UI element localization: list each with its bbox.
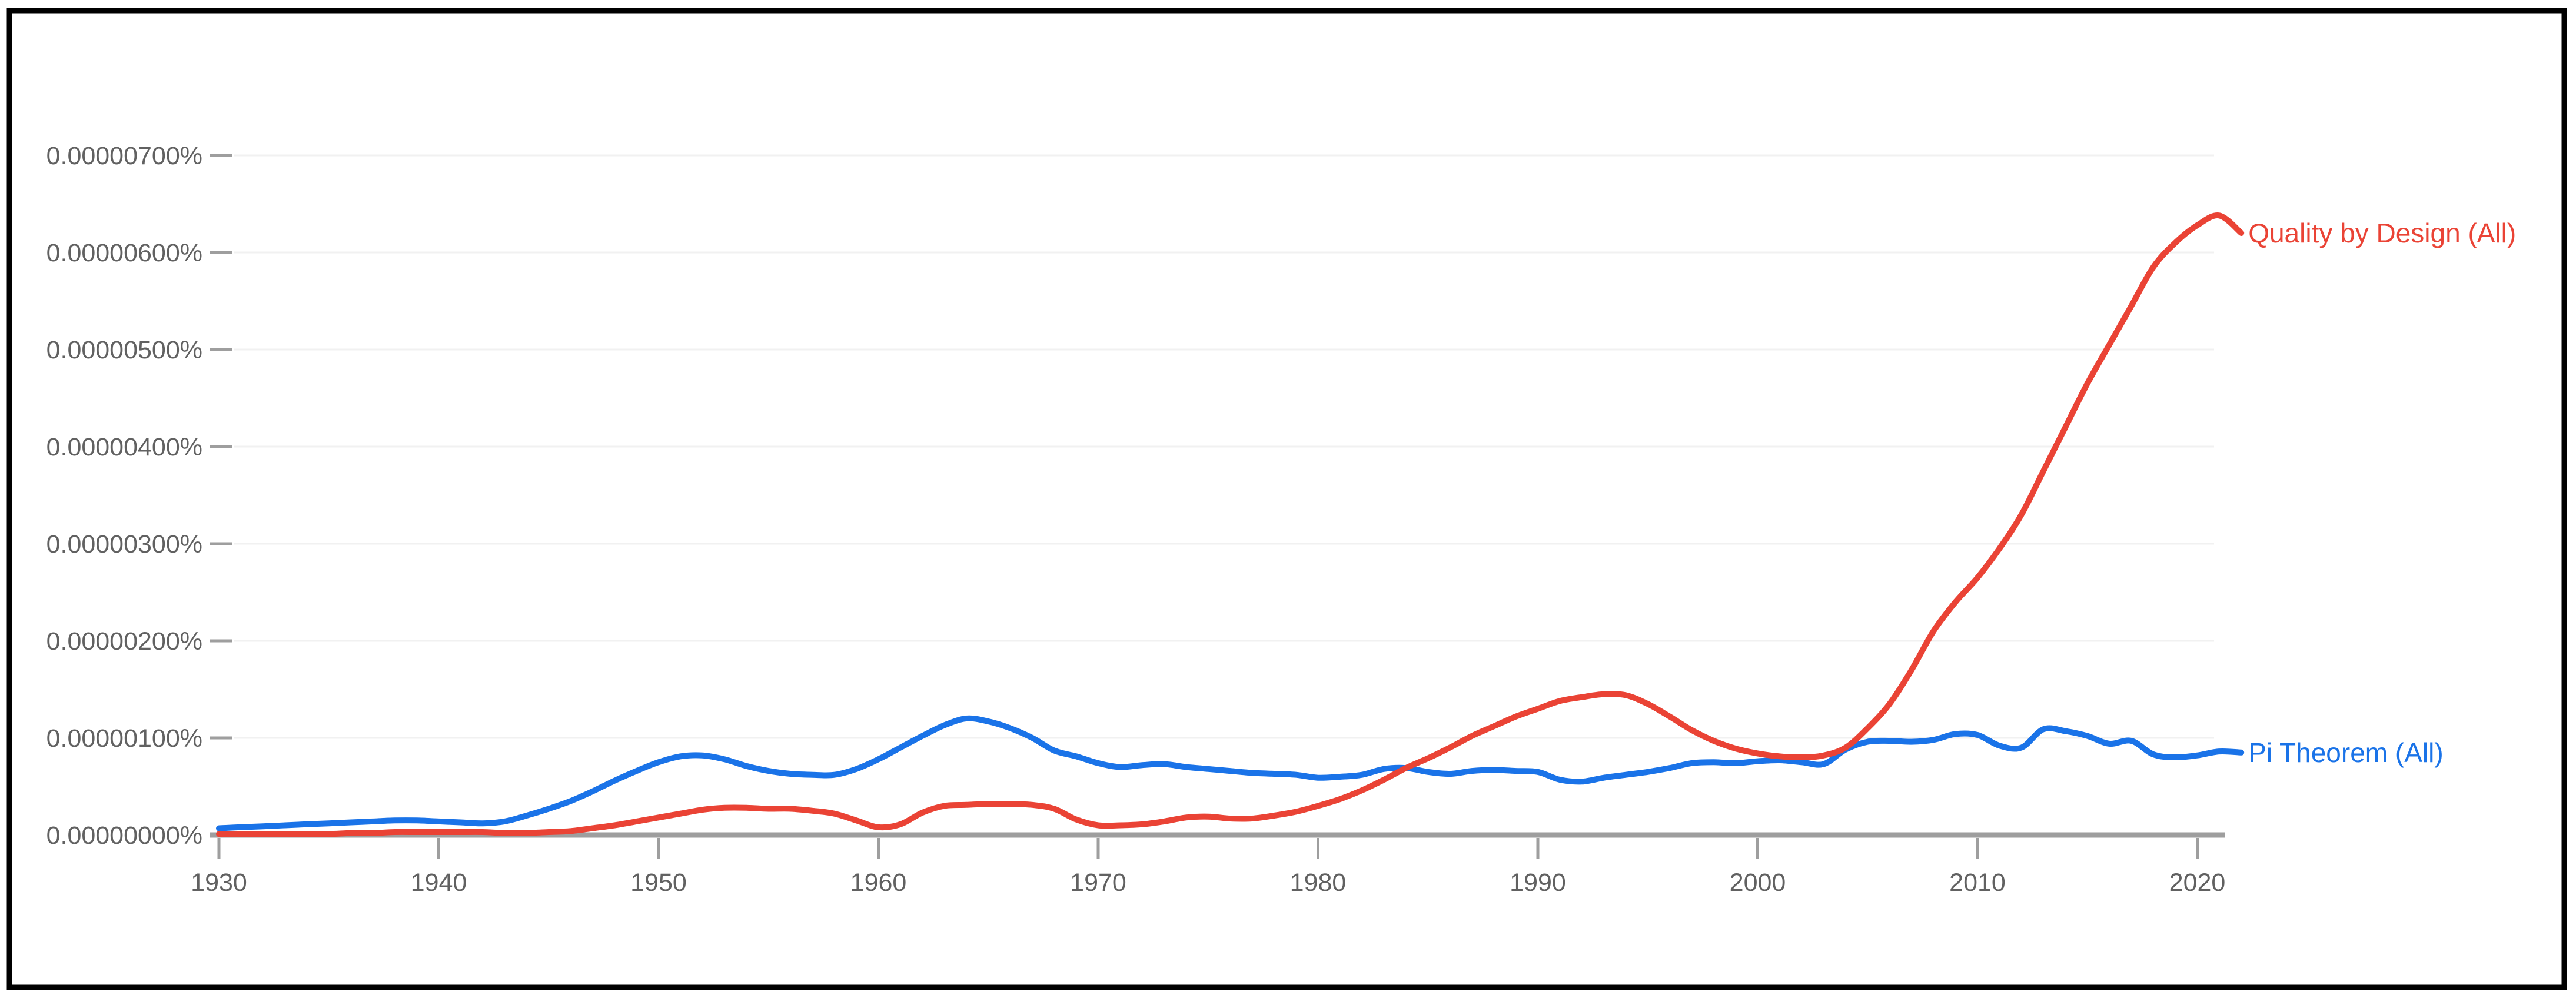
- y-axis-label: 0.00000000%: [46, 821, 202, 850]
- x-axis-label: 2000: [1730, 869, 1786, 897]
- x-axis-label: 1980: [1290, 869, 1347, 897]
- series-line-quality-by-design-all[interactable]: [216, 212, 2245, 837]
- y-axis-label: 0.00000200%: [46, 627, 202, 656]
- y-axis-label: 0.00000600%: [46, 239, 202, 267]
- x-axis-label: 1970: [1070, 869, 1126, 897]
- series-label-quality-by-design-all[interactable]: Quality by Design (All): [2248, 218, 2516, 248]
- chart-frame-border: [6, 8, 2567, 990]
- y-axis-label: 0.00000400%: [46, 433, 202, 461]
- x-axis-label: 1990: [1510, 869, 1566, 897]
- series-label-pi-theorem-all[interactable]: Pi Theorem (All): [2248, 737, 2443, 768]
- x-axis-label: 1960: [850, 869, 907, 897]
- y-axis-label: 0.00000100%: [46, 724, 202, 753]
- x-axis-label: 1930: [191, 869, 247, 897]
- y-axis-label: 0.00000500%: [46, 336, 202, 364]
- x-axis-label: 1950: [630, 869, 687, 897]
- x-axis-label: 2010: [1949, 869, 2006, 897]
- x-axis-label: 1940: [411, 869, 467, 897]
- series-line-pi-theorem-all[interactable]: [216, 715, 2245, 831]
- x-axis-label: 2020: [2169, 869, 2226, 897]
- y-axis-label: 0.00000300%: [46, 530, 202, 558]
- y-axis-label: 0.00000700%: [46, 142, 202, 170]
